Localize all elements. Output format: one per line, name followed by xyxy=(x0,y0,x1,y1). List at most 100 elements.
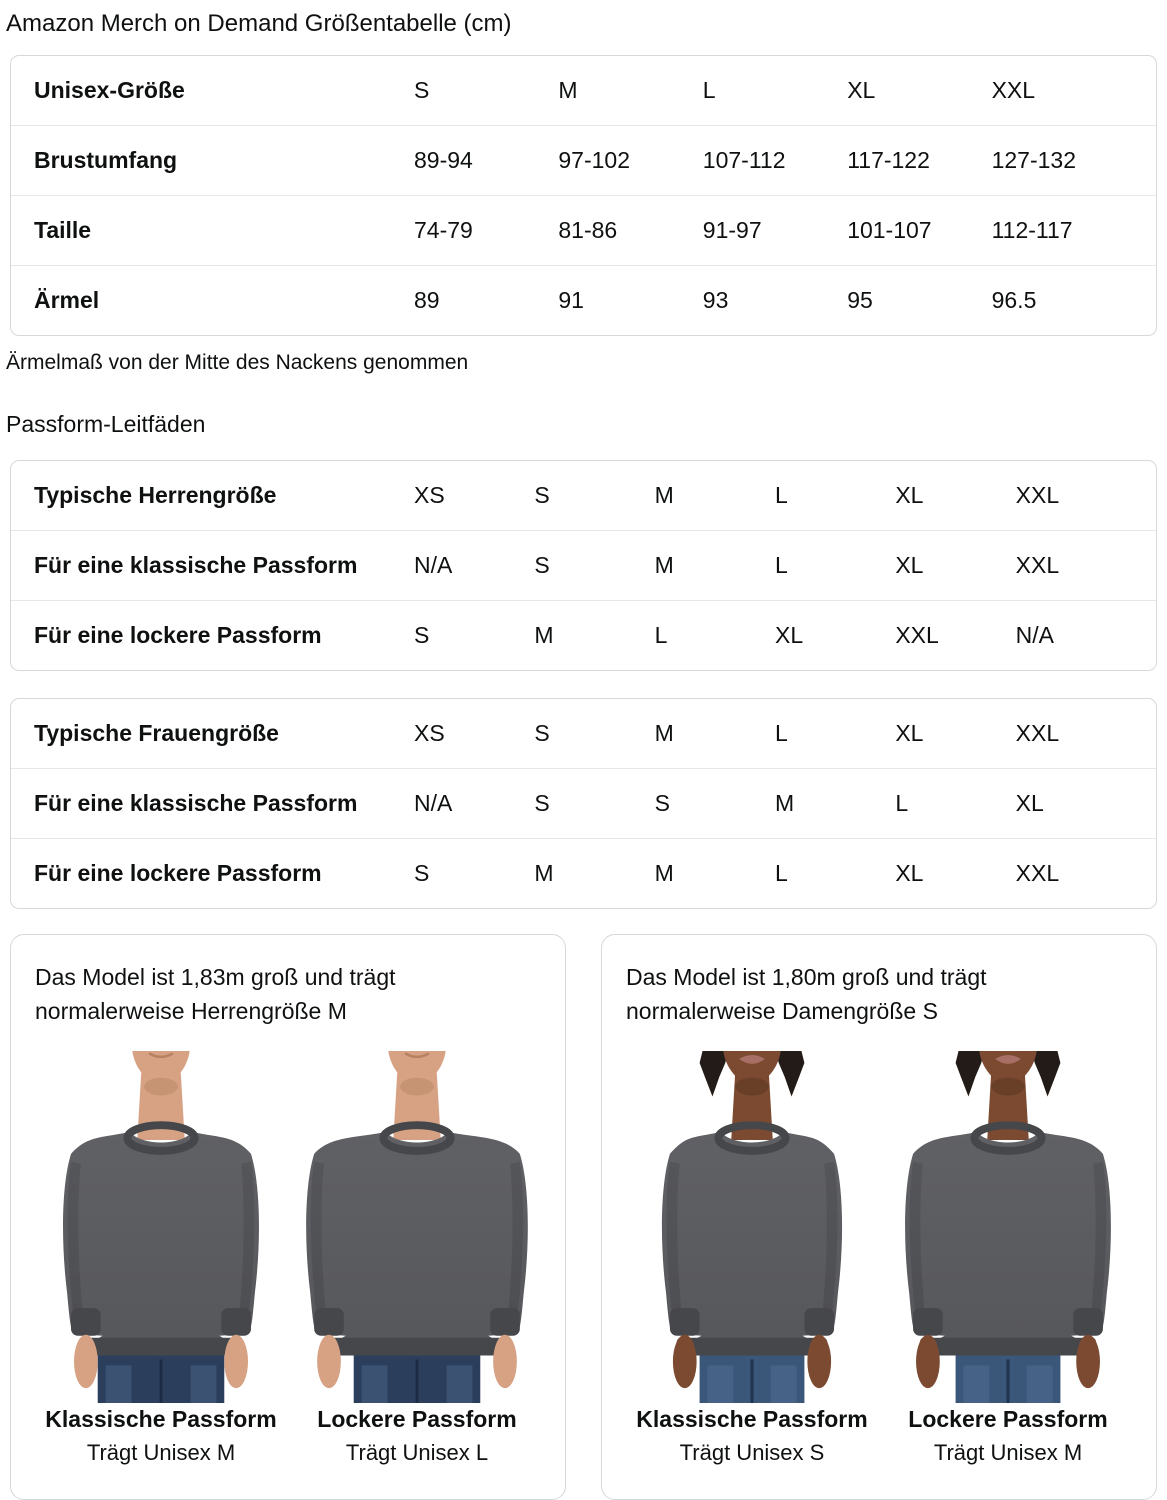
model-photo-classic-fit xyxy=(36,1050,286,1403)
size-cell: XXL xyxy=(895,621,939,648)
table-row: Unisex-Größe S M L XL XXL xyxy=(11,56,1156,125)
size-cell: 117-122 xyxy=(847,146,930,173)
model-card-heading: Das Model ist 1,80m groß und trägt norma… xyxy=(626,963,987,1025)
fit-size-label: Trägt Unisex L xyxy=(345,1439,489,1465)
table-row: Taille 74-79 81-86 91-97 101-107 112-117 xyxy=(11,194,1156,265)
size-chart-title: Amazon Merch on Demand Größentabelle (cm… xyxy=(6,10,512,37)
size-cell: 107-112 xyxy=(702,146,786,173)
model-photos: Klassische Passform Trägt Unisex M Locke… xyxy=(35,1050,543,1466)
size-cell: XL xyxy=(847,76,876,103)
model-figure: Lockere Passform Trägt Unisex M xyxy=(883,1050,1133,1466)
size-cell: XS xyxy=(414,481,445,508)
size-cell: XL xyxy=(775,621,804,648)
row-label: Für eine lockere Passform xyxy=(34,859,322,886)
size-cell: M xyxy=(654,481,674,508)
model-photo-classic-fit xyxy=(627,1050,877,1403)
fit-caption: Lockere Passform xyxy=(908,1405,1108,1432)
size-cell: S xyxy=(414,76,430,103)
size-cell: 127-132 xyxy=(991,146,1077,173)
size-cell: M xyxy=(654,859,674,886)
size-cell: S xyxy=(534,551,550,578)
model-card-heading: Das Model ist 1,83m groß und trägt norma… xyxy=(35,963,396,1025)
size-cell: N/A xyxy=(414,789,453,816)
size-cell: S xyxy=(654,789,670,816)
row-label: Für eine lockere Passform xyxy=(34,621,322,648)
model-photos: Klassische Passform Trägt Unisex S Locke… xyxy=(626,1050,1134,1466)
size-cell: 91-97 xyxy=(702,216,762,243)
table-row: Für eine klassische Passform N/A S M L X… xyxy=(11,529,1156,600)
size-cell: 112-117 xyxy=(991,216,1073,243)
size-cell: M xyxy=(654,551,674,578)
size-cell: 81-86 xyxy=(558,216,618,243)
table-row: Brustumfang 89-94 97-102 107-112 117-122… xyxy=(11,124,1156,195)
size-cell: S xyxy=(534,719,550,746)
size-cell: 97-102 xyxy=(558,146,631,173)
row-label: Ärmel xyxy=(34,286,100,313)
size-cell: XL xyxy=(895,551,924,578)
size-cell: L xyxy=(775,859,788,886)
size-cell: M xyxy=(534,621,554,648)
size-cell: XL xyxy=(895,859,924,886)
size-cell: 89 xyxy=(414,286,440,313)
men-fit-table: Typische Herrengröße XS S M L XL XXL Für… xyxy=(10,459,1157,671)
size-cell: XXL xyxy=(1015,481,1060,508)
row-label: Typische Frauengröße xyxy=(34,719,279,746)
row-label: Taille xyxy=(34,216,92,243)
size-cell: XL xyxy=(1015,789,1044,816)
size-cell: M xyxy=(558,76,578,103)
size-cell: XXL xyxy=(1015,551,1060,578)
model-photo-loose-fit xyxy=(883,1050,1133,1403)
size-cell: XL xyxy=(895,719,924,746)
size-cell: 95 xyxy=(847,286,873,313)
fit-caption: Klassische Passform xyxy=(45,1405,277,1432)
size-cell: L xyxy=(702,76,716,103)
fit-size-label: Trägt Unisex S xyxy=(679,1439,825,1465)
model-figure: Klassische Passform Trägt Unisex M xyxy=(36,1050,286,1466)
size-cell: XXL xyxy=(991,76,1036,103)
fit-size-label: Trägt Unisex M xyxy=(933,1439,1083,1465)
size-cell: 91 xyxy=(558,286,584,313)
fit-caption: Lockere Passform xyxy=(317,1405,517,1432)
size-table: Unisex-Größe S M L XL XXL Brustumfang 89… xyxy=(10,54,1157,336)
fit-size-label: Trägt Unisex M xyxy=(86,1439,236,1465)
size-cell: S xyxy=(534,789,550,816)
women-model-card: Das Model ist 1,80m groß und trägt norma… xyxy=(601,933,1157,1500)
size-cell: 96.5 xyxy=(991,286,1037,313)
table-row: Typische Frauengröße XS S M L XL XXL xyxy=(11,699,1156,768)
sleeve-note: Ärmelmaß von der Mitte des Nackens genom… xyxy=(6,350,469,374)
size-cell: N/A xyxy=(414,551,453,578)
size-cell: S xyxy=(534,481,550,508)
size-cell: M xyxy=(775,789,795,816)
size-cell: L xyxy=(895,789,909,816)
model-cards: Das Model ist 1,83m groß und trägt norma… xyxy=(10,933,1157,1500)
size-cell: M xyxy=(654,719,674,746)
men-model-card: Das Model ist 1,83m groß und trägt norma… xyxy=(10,933,566,1500)
table-row: Ärmel 89 91 93 95 96.5 xyxy=(11,264,1156,335)
size-cell: N/A xyxy=(1015,621,1054,648)
table-row: Für eine klassische Passform N/A S S M L… xyxy=(11,767,1156,838)
model-photo-loose-fit xyxy=(292,1050,542,1403)
row-label: Für eine klassische Passform xyxy=(34,789,358,816)
size-cell: 74-79 xyxy=(414,216,473,243)
women-fit-table: Typische Frauengröße XS S M L XL XXL Für… xyxy=(10,697,1157,909)
size-cell: L xyxy=(775,551,788,578)
row-label: Typische Herrengröße xyxy=(34,481,277,508)
size-cell: XXL xyxy=(1015,859,1060,886)
size-cell: 101-107 xyxy=(847,216,932,243)
size-cell: XXL xyxy=(1015,719,1060,746)
size-cell: XL xyxy=(895,481,924,508)
size-cell: S xyxy=(414,621,430,648)
fit-guides-title: Passform-Leitfäden xyxy=(6,410,206,437)
size-cell: L xyxy=(775,719,788,746)
fit-caption: Klassische Passform xyxy=(636,1405,868,1432)
row-label: Unisex-Größe xyxy=(34,76,185,103)
size-cell: L xyxy=(775,481,788,508)
size-cell: S xyxy=(414,859,430,886)
row-label: Für eine klassische Passform xyxy=(34,551,358,578)
row-label: Brustumfang xyxy=(34,146,178,173)
table-row: Typische Herrengröße XS S M L XL XXL xyxy=(11,461,1156,530)
table-row: Für eine lockere Passform S M L XL XXL N… xyxy=(11,599,1156,670)
size-cell: L xyxy=(654,621,668,648)
size-cell: M xyxy=(534,859,554,886)
